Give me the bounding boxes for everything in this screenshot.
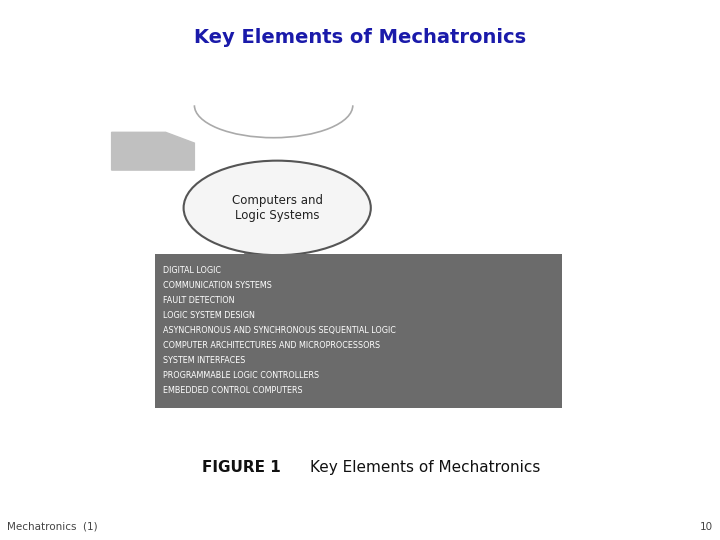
Text: COMPUTER ARCHITECTURES AND MICROPROCESSORS: COMPUTER ARCHITECTURES AND MICROPROCESSO…: [163, 341, 381, 350]
Text: SYSTEM INTERFACES: SYSTEM INTERFACES: [163, 356, 246, 365]
Bar: [155, 254, 562, 408]
Text: Mechatronics  (1): Mechatronics (1): [7, 522, 98, 531]
Text: Key Elements of Mechatronics: Key Elements of Mechatronics: [194, 28, 526, 48]
Ellipse shape: [184, 160, 371, 255]
Text: LOGIC SYSTEM DESIGN: LOGIC SYSTEM DESIGN: [163, 311, 256, 320]
Text: COMMUNICATION SYSTEMS: COMMUNICATION SYSTEMS: [163, 281, 272, 291]
Text: FIGURE 1: FIGURE 1: [202, 460, 286, 475]
Text: EMBEDDED CONTROL COMPUTERS: EMBEDDED CONTROL COMPUTERS: [163, 386, 303, 395]
Text: Computers and
Logic Systems: Computers and Logic Systems: [232, 194, 323, 222]
Text: ASYNCHRONOUS AND SYNCHRONOUS SEQUENTIAL LOGIC: ASYNCHRONOUS AND SYNCHRONOUS SEQUENTIAL …: [163, 326, 396, 335]
Text: 10: 10: [700, 522, 713, 531]
Text: PROGRAMMABLE LOGIC CONTROLLERS: PROGRAMMABLE LOGIC CONTROLLERS: [163, 371, 320, 380]
Polygon shape: [112, 132, 194, 170]
Text: FAULT DETECTION: FAULT DETECTION: [163, 296, 235, 305]
Text: DIGITAL LOGIC: DIGITAL LOGIC: [163, 267, 222, 275]
Text: Key Elements of Mechatronics: Key Elements of Mechatronics: [310, 460, 541, 475]
